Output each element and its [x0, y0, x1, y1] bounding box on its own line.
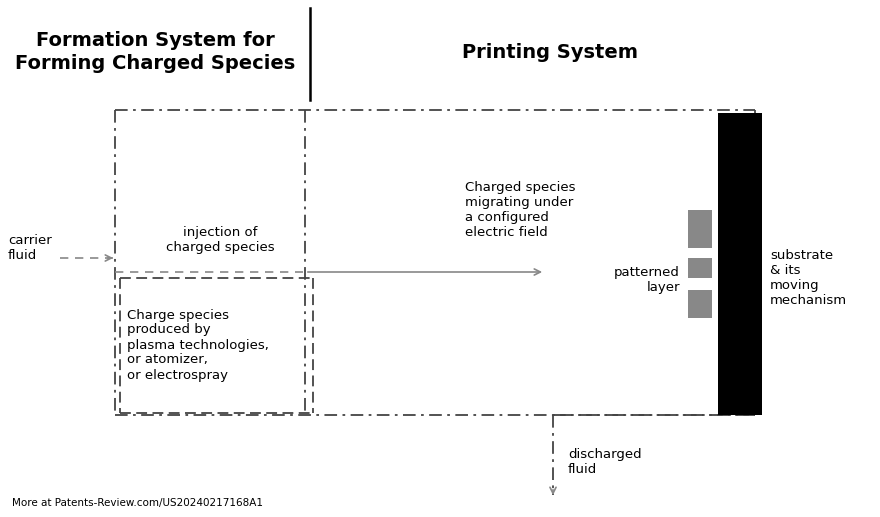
- Bar: [688, 258, 712, 278]
- Text: discharged
fluid: discharged fluid: [568, 448, 642, 476]
- Bar: [688, 290, 712, 318]
- Text: More at Patents-Review.com/US20240217168A1: More at Patents-Review.com/US20240217168…: [12, 498, 263, 508]
- Text: Charge species
produced by
plasma technologies,
or atomizer,
or electrospray: Charge species produced by plasma techno…: [127, 309, 269, 382]
- Text: Charged species
migrating under
a configured
electric field: Charged species migrating under a config…: [465, 181, 576, 239]
- Bar: [688, 210, 712, 248]
- Text: Printing System: Printing System: [462, 42, 638, 62]
- Text: patterned
layer: patterned layer: [614, 266, 680, 294]
- Text: carrier
fluid: carrier fluid: [8, 234, 52, 262]
- Text: injection of
charged species: injection of charged species: [165, 226, 275, 254]
- Text: Formation System for
Forming Charged Species: Formation System for Forming Charged Spe…: [15, 31, 295, 73]
- Bar: [718, 113, 762, 415]
- Text: substrate
& its
moving
mechanism: substrate & its moving mechanism: [770, 249, 847, 307]
